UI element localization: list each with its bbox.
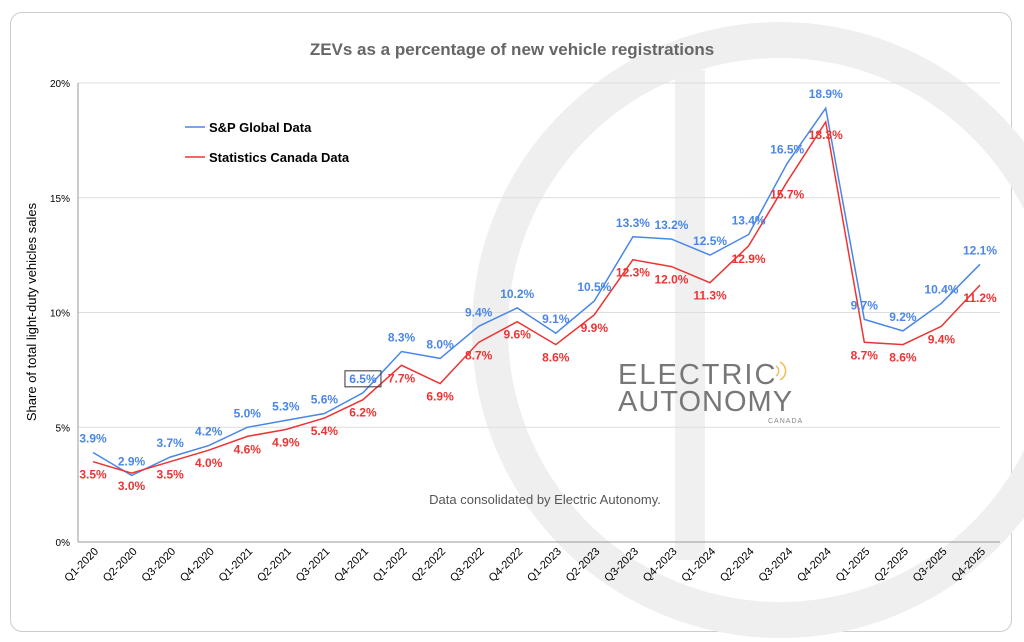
legend-label-sp: S&P Global Data	[209, 120, 312, 135]
data-label: 12.9%	[732, 252, 766, 266]
data-label: 13.2%	[654, 218, 688, 232]
data-label: 6.9%	[426, 390, 454, 404]
x-tick-label: Q4-2021	[332, 546, 371, 585]
data-label: 11.2%	[963, 291, 997, 305]
data-label: 3.0%	[118, 479, 146, 493]
x-tick-label: Q2-2022	[409, 546, 448, 585]
data-label: 16.5%	[770, 142, 804, 156]
data-label: 3.5%	[156, 468, 184, 482]
watermark-logo	[472, 22, 1024, 638]
data-label: 9.4%	[465, 305, 493, 319]
data-label: 4.0%	[195, 456, 223, 470]
data-label: 4.2%	[195, 425, 223, 439]
data-label: 15.7%	[770, 188, 804, 202]
data-label: 6.5%	[349, 372, 377, 386]
x-tick-label: Q1-2020	[62, 546, 101, 585]
data-label: 3.7%	[156, 436, 184, 450]
x-tick-label: Q4-2020	[178, 546, 217, 585]
data-label: 5.0%	[234, 406, 262, 420]
data-label: 8.0%	[426, 337, 454, 351]
data-label: 18.3%	[809, 128, 843, 142]
series-line-sp	[92, 106, 981, 477]
data-label: 8.3%	[388, 331, 416, 345]
x-tick-label: Q2-2024	[718, 546, 757, 585]
data-label: 11.3%	[693, 289, 727, 303]
y-tick-label: 15%	[50, 194, 70, 205]
y-tick-label: 0%	[56, 538, 71, 549]
data-label: 5.6%	[311, 392, 339, 406]
x-tick-label: Q2-2020	[101, 546, 140, 585]
data-label: 9.2%	[889, 310, 917, 324]
signal-icon	[775, 361, 787, 381]
data-label: 9.9%	[581, 321, 609, 335]
chart-frame	[10, 12, 1012, 632]
data-label: 10.2%	[500, 287, 534, 301]
y-axis-label: Share of total light-duty vehicles sales	[24, 202, 39, 421]
y-tick-label: 5%	[56, 423, 71, 434]
x-tick-label: Q3-2022	[448, 546, 487, 585]
x-tick-label: Q2-2021	[255, 546, 294, 585]
annotation: Data consolidated by Electric Autonomy.	[429, 492, 661, 507]
data-label: 9.4%	[928, 332, 956, 346]
data-label: 8.7%	[465, 348, 493, 362]
data-label: 8.7%	[851, 348, 879, 362]
legend: S&P Global Data Statistics Canada Data	[185, 120, 350, 165]
data-label: 13.3%	[616, 216, 650, 230]
y-tick-label: 20%	[50, 79, 70, 90]
x-tick-label: Q1-2022	[371, 546, 410, 585]
data-label: 9.7%	[851, 298, 879, 312]
data-label: 10.4%	[924, 282, 958, 296]
legend-label-statcan: Statistics Canada Data	[209, 150, 350, 165]
electric-autonomy-logo: ELECTRIC AUTONOMY CANADA	[618, 359, 803, 425]
data-label: 12.5%	[693, 234, 727, 248]
logo-line2: AUTONOMY	[618, 386, 793, 418]
data-label: 2.9%	[118, 454, 146, 468]
data-label: 5.3%	[272, 399, 300, 413]
data-label: 13.4%	[732, 213, 766, 227]
data-label: 9.1%	[542, 312, 570, 326]
x-tick-label: Q4-2022	[487, 546, 526, 585]
x-tick-label: Q4-2024	[795, 546, 834, 585]
x-tick-label: Q1-2025	[834, 546, 873, 585]
data-label: 18.9%	[809, 87, 843, 101]
x-tick-label: Q3-2020	[139, 546, 178, 585]
series-line-statcan	[92, 119, 981, 474]
data-label: 4.9%	[272, 436, 300, 450]
data-label: 4.6%	[234, 442, 262, 456]
data-label: 3.5%	[79, 468, 107, 482]
data-label: 8.6%	[542, 351, 570, 365]
data-label: 10.5%	[577, 280, 611, 294]
x-tick-label: Q1-2021	[217, 546, 256, 585]
data-label: 8.6%	[889, 351, 917, 365]
label-highlight-box	[344, 370, 382, 388]
x-tick-label: Q3-2021	[294, 546, 333, 585]
logo-line1: ELECTRIC	[618, 359, 777, 391]
x-tick-label: Q1-2023	[525, 546, 564, 585]
y-tick-label: 10%	[50, 309, 70, 320]
data-label: 3.9%	[79, 431, 107, 445]
data-label: 5.4%	[311, 424, 339, 438]
logo-line3: CANADA	[768, 418, 803, 425]
data-label: 7.7%	[388, 371, 416, 385]
data-label: 12.3%	[616, 266, 650, 280]
data-label: 12.1%	[963, 243, 997, 257]
chart-title: ZEVs as a percentage of new vehicle regi…	[310, 40, 714, 59]
data-label: 6.2%	[349, 406, 377, 420]
x-tick-label: Q3-2024	[757, 546, 796, 585]
data-label: 9.6%	[504, 328, 532, 342]
data-label: 12.0%	[654, 273, 688, 287]
